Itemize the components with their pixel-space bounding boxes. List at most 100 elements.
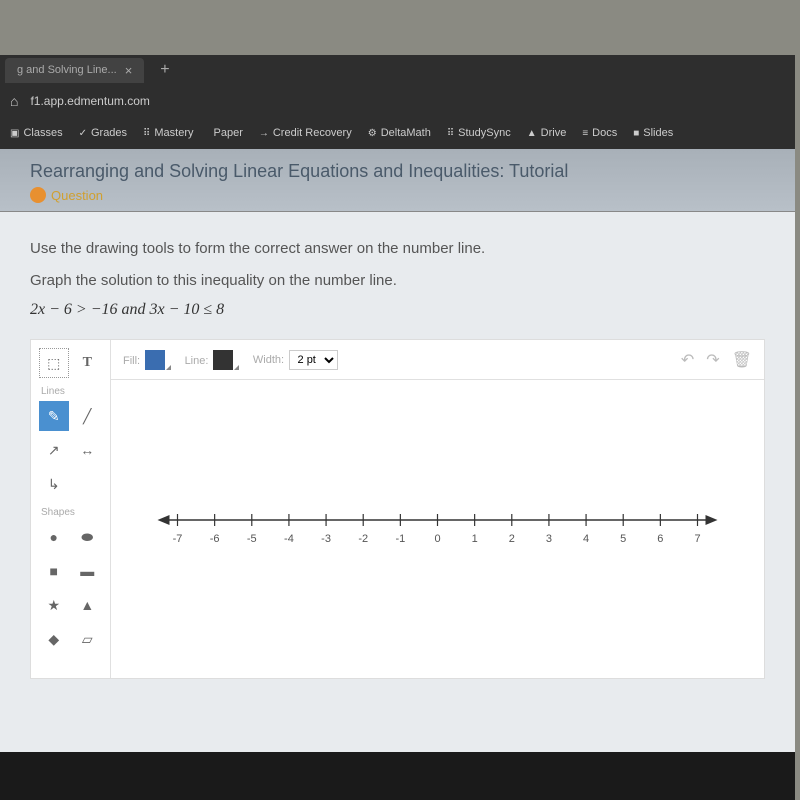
canvas-toolbar: Fill: Line: Width: 2 pt	[111, 340, 764, 380]
instruction-line-1: Use the drawing tools to form the correc…	[30, 237, 765, 261]
arrow-tool[interactable]: ↗	[39, 435, 69, 465]
bookmark-label: Paper	[214, 127, 243, 139]
tool-sidebar: ⬚ T Lines ✎ ╱ ↗ ↔ ↳	[31, 340, 111, 678]
pen-tool[interactable]: ✎	[39, 401, 69, 431]
page-header: Rearranging and Solving Linear Equations…	[0, 149, 795, 212]
bookmark-icon: ▣	[10, 128, 19, 139]
svg-text:0: 0	[434, 533, 440, 545]
question-badge-icon	[30, 187, 46, 203]
number-line[interactable]: -7-6-5-4-3-2-101234567	[141, 500, 734, 560]
url-text[interactable]: f1.app.edmentum.com	[30, 94, 149, 108]
bookmark-mastery[interactable]: ⠿ Mastery	[143, 127, 193, 139]
square-tool[interactable]: ■	[39, 556, 69, 586]
number-line-container[interactable]: -7-6-5-4-3-2-101234567	[111, 380, 764, 678]
bookmark-icon: ▲	[527, 128, 537, 139]
width-label: Width:	[253, 354, 284, 366]
bookmark-deltamath[interactable]: ⚙ DeltaMath	[368, 127, 431, 139]
ray-tool[interactable]: ↳	[39, 469, 69, 499]
bookmark-credit-recovery[interactable]: → Credit Recovery	[259, 127, 352, 139]
bookmark-icon: ⠿	[447, 128, 454, 139]
drawing-area: ⬚ T Lines ✎ ╱ ↗ ↔ ↳	[30, 339, 765, 679]
active-tab[interactable]: g and Solving Line... ×	[5, 58, 144, 83]
fill-control[interactable]: Fill:	[123, 350, 165, 370]
bookmark-drive[interactable]: ▲ Drive	[527, 127, 567, 139]
ellipse-tool[interactable]: ⬬	[73, 522, 103, 552]
line-label: Line:	[185, 355, 209, 367]
redo-icon[interactable]: ↷	[706, 350, 719, 370]
question-label: Question	[30, 187, 765, 203]
bookmark-label: Drive	[541, 127, 567, 139]
home-icon[interactable]: ⌂	[10, 93, 18, 109]
select-tool[interactable]: ⬚	[39, 348, 69, 378]
bookmark-studysync[interactable]: ⠿ StudySync	[447, 127, 511, 139]
tab-label: g and Solving Line...	[17, 64, 117, 76]
bookmark-classes[interactable]: ▣ Classes	[10, 127, 63, 139]
bookmark-paper[interactable]: Paper	[210, 127, 243, 139]
empty-tool	[73, 469, 103, 499]
triangle-tool[interactable]: ▲	[73, 590, 103, 620]
browser-tab-bar: g and Solving Line... × +	[0, 55, 795, 85]
close-tab-icon[interactable]: ×	[125, 63, 133, 78]
bookmark-label: Slides	[643, 127, 673, 139]
line-control[interactable]: Line:	[185, 350, 233, 370]
bookmark-label: Docs	[592, 127, 617, 139]
double-arrow-tool[interactable]: ↔	[73, 435, 103, 465]
canvas-area: Fill: Line: Width: 2 pt	[111, 340, 764, 678]
text-tool[interactable]: T	[73, 348, 103, 378]
bookmark-icon: ■	[633, 128, 639, 139]
svg-text:-3: -3	[321, 533, 331, 545]
trash-icon[interactable]: 🗑	[732, 350, 752, 370]
inequality-expression: 2x − 6 > −16 and 3x − 10 ≤ 8	[30, 301, 765, 319]
svg-text:1: 1	[472, 533, 478, 545]
width-select[interactable]: 2 pt	[289, 350, 338, 370]
svg-text:7: 7	[694, 533, 700, 545]
bookmark-label: StudySync	[458, 127, 511, 139]
toolbar-right: ↶ ↷ 🗑	[681, 350, 752, 370]
content-area: Use the drawing tools to form the correc…	[0, 212, 795, 752]
instruction-line-2: Graph the solution to this inequality on…	[30, 269, 765, 293]
bookmark-label: Grades	[91, 127, 127, 139]
bookmark-slides[interactable]: ■ Slides	[633, 127, 673, 139]
laptop-frame: g and Solving Line... × + ⌂ f1.app.edmen…	[0, 0, 800, 800]
rectangle-tool[interactable]: ▬	[73, 556, 103, 586]
diamond-tool[interactable]: ◆	[39, 624, 69, 654]
browser-screen: g and Solving Line... × + ⌂ f1.app.edmen…	[0, 55, 795, 800]
bookmark-icon: ✓	[79, 128, 87, 139]
width-control: Width: 2 pt	[253, 350, 338, 370]
svg-text:-5: -5	[247, 533, 257, 545]
svg-text:-7: -7	[173, 533, 183, 545]
bookmark-icon: ≡	[582, 128, 588, 139]
question-text: Question	[51, 188, 103, 203]
bookmark-icon: →	[259, 128, 269, 139]
bookmark-icon: ⠿	[143, 128, 150, 139]
circle-tool[interactable]: ●	[39, 522, 69, 552]
bookmark-label: Classes	[23, 127, 62, 139]
line-tool[interactable]: ╱	[73, 401, 103, 431]
bookmarks-bar: ▣ Classes ✓ Grades ⠿ Mastery Paper → Credit Reco…	[0, 117, 795, 149]
bookmark-label: Mastery	[154, 127, 193, 139]
undo-icon[interactable]: ↶	[681, 350, 694, 370]
fill-color-swatch[interactable]	[145, 350, 165, 370]
svg-text:-2: -2	[358, 533, 368, 545]
svg-text:-1: -1	[395, 533, 405, 545]
svg-text:5: 5	[620, 533, 626, 545]
svg-text:-6: -6	[210, 533, 220, 545]
bookmark-grades[interactable]: ✓ Grades	[79, 127, 127, 139]
svg-text:4: 4	[583, 533, 589, 545]
svg-text:6: 6	[657, 533, 663, 545]
bookmark-docs[interactable]: ≡ Docs	[582, 127, 617, 139]
bookmark-label: Credit Recovery	[273, 127, 352, 139]
star-tool[interactable]: ★	[39, 590, 69, 620]
fill-label: Fill:	[123, 355, 140, 367]
parallelogram-tool[interactable]: ▱	[73, 624, 103, 654]
shapes-section-label: Shapes	[41, 507, 102, 518]
page-title: Rearranging and Solving Linear Equations…	[30, 161, 765, 182]
line-color-swatch[interactable]	[213, 350, 233, 370]
new-tab-button[interactable]: +	[152, 61, 177, 79]
bookmark-label: DeltaMath	[381, 127, 431, 139]
bookmark-icon: ⚙	[368, 128, 377, 139]
svg-text:-4: -4	[284, 533, 294, 545]
lines-section-label: Lines	[41, 386, 102, 397]
address-bar: ⌂ f1.app.edmentum.com	[0, 85, 795, 117]
svg-text:2: 2	[509, 533, 515, 545]
